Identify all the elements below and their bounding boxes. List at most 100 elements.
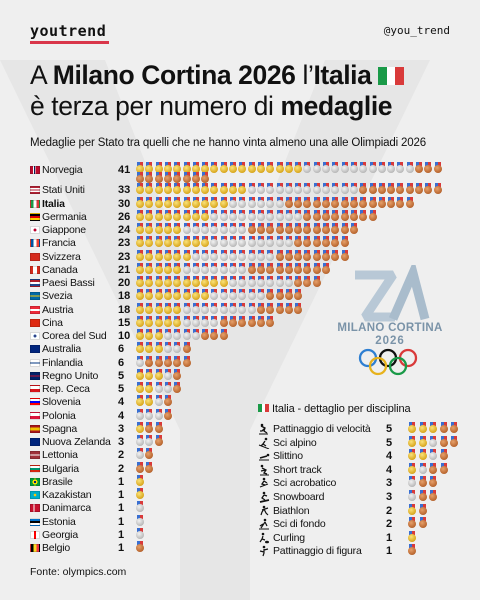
medal-ribbon (192, 276, 199, 280)
medal-ribbon (276, 276, 283, 280)
discipline-total: 4 (386, 450, 393, 463)
bronze-medal (322, 212, 330, 221)
medal-ribbon (350, 183, 357, 188)
medal-ribbon (155, 368, 162, 373)
bronze-medal (275, 226, 284, 234)
medal-ribbon (304, 236, 311, 241)
silver-medal (238, 279, 247, 287)
medal-ribbon (174, 196, 181, 201)
gold-medal (275, 165, 284, 173)
gold-medal (201, 212, 210, 221)
bronze-medal (294, 252, 303, 261)
country-total: 2 (118, 449, 125, 462)
medal-ribbon (220, 289, 227, 294)
silver-medal (266, 279, 275, 287)
gold-medal (163, 239, 172, 248)
country-flag-icon (30, 411, 40, 420)
medal-ribbon (137, 329, 143, 333)
medal-ribbon (239, 249, 246, 254)
medal-ribbon (440, 462, 447, 467)
bronze-medal (377, 199, 386, 208)
gold-medal (229, 186, 237, 195)
medal-ribbon (202, 162, 209, 166)
country-total: 20 (118, 277, 131, 289)
medal-ribbon (341, 249, 348, 254)
medal-ribbon (137, 302, 143, 307)
silver-medal (247, 186, 256, 195)
country-name: Australia (42, 343, 82, 356)
medal-ribbon (155, 315, 162, 320)
medal-ribbon (406, 162, 413, 166)
silver-medal (136, 411, 144, 420)
gold-medal (136, 318, 144, 327)
medal-ribbon (211, 302, 218, 307)
medal-ribbon (137, 262, 143, 267)
gold-medal (182, 239, 191, 248)
gold-medal (154, 305, 163, 314)
medal-ribbon (295, 162, 302, 166)
medal-ribbon (239, 315, 246, 320)
gold-medal (173, 279, 182, 287)
bronze-medal (266, 318, 275, 327)
silver-medal (247, 199, 256, 208)
medal-ribbon (155, 276, 162, 280)
bronze-medal (322, 265, 330, 274)
bronze-medal (210, 332, 219, 340)
bronze-medal (182, 345, 191, 354)
silver-medal (136, 530, 144, 539)
discipline-total: 1 (386, 545, 393, 558)
gold-medal (145, 252, 154, 261)
bronze-medal (340, 212, 349, 221)
medal-ribbon (276, 236, 283, 241)
medal-ribbon (137, 501, 143, 506)
medal-ribbon (164, 249, 171, 254)
medal-ribbon (146, 395, 153, 400)
medal-ribbon (183, 249, 190, 254)
bronze-medal (439, 438, 448, 447)
silver-medal (429, 438, 437, 447)
gold-medal (182, 292, 191, 301)
medal-ribbon (369, 162, 376, 166)
medal-ribbon (248, 223, 255, 227)
bronze-medal (275, 252, 284, 261)
medal-ribbon (419, 462, 426, 467)
discipline-total: 2 (386, 504, 393, 517)
medal-ribbon (239, 196, 246, 201)
gold-medal (182, 186, 191, 195)
medal-ribbon (146, 302, 153, 307)
medal-ribbon (192, 249, 199, 254)
medal-ribbon (146, 461, 153, 466)
gold-medal (136, 398, 144, 407)
country-total: 23 (118, 237, 131, 250)
bronze-medal (340, 239, 349, 248)
medal-ribbon (239, 276, 246, 280)
bronze-medal (275, 265, 284, 274)
silver-medal (340, 186, 349, 195)
medal-ribbon (332, 249, 339, 254)
bronze-medal (418, 520, 427, 529)
medal-ribbon (155, 236, 162, 241)
country-flag-icon (30, 305, 40, 314)
gold-medal (182, 252, 191, 261)
medal-ribbon (248, 262, 255, 267)
bronze-medal (145, 175, 154, 183)
medal-ribbon (202, 183, 209, 188)
medal-ribbon (137, 421, 143, 426)
gold-medal (173, 305, 182, 314)
silver-medal (210, 292, 219, 301)
gold-medal (145, 279, 154, 287)
silver-medal (154, 385, 163, 393)
medal-ribbon (419, 490, 426, 494)
medal-ribbon (230, 262, 236, 267)
gold-medal (145, 398, 154, 407)
medal-ribbon (220, 196, 227, 201)
silver-medal (275, 212, 284, 221)
silver-medal (136, 504, 144, 513)
medal-ribbon (409, 422, 415, 426)
country-flag-icon (30, 424, 40, 433)
medal-ribbon (248, 276, 255, 280)
medal-ribbon (183, 209, 190, 214)
silver-medal (238, 265, 247, 274)
gold-medal (163, 305, 172, 314)
gold-medal (145, 239, 154, 248)
